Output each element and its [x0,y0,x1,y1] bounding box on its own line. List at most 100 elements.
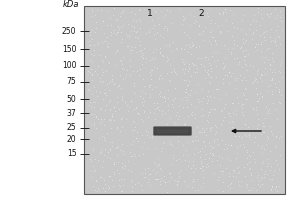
Point [129,143,134,146]
Point [266,158,270,161]
Point [204,12,209,15]
Point [141,176,146,179]
Point [242,40,247,43]
Point [163,99,168,102]
Point [154,178,158,181]
Point [103,189,108,193]
Point [206,90,210,93]
Point [200,168,205,171]
Point [235,165,240,168]
Point [112,163,117,166]
Point [202,76,207,79]
Point [238,179,243,183]
Point [99,176,104,179]
Point [95,186,100,190]
Point [86,69,91,72]
Point [166,88,171,91]
Point [99,80,104,83]
Point [246,188,250,191]
Point [107,108,112,111]
Point [192,63,197,67]
Point [145,130,150,134]
Point [119,125,124,129]
Point [116,31,121,34]
Point [140,62,144,66]
Point [274,158,278,162]
Point [154,133,159,136]
Point [188,102,193,105]
Point [214,64,219,67]
Point [162,94,167,97]
Point [170,106,175,109]
Point [256,11,260,14]
Point [260,16,265,20]
Point [269,51,274,55]
Point [124,34,129,37]
Point [107,101,112,104]
Point [242,123,247,126]
Point [85,83,90,86]
Point [213,107,218,111]
Point [87,44,92,47]
Point [224,18,229,22]
Point [197,25,202,28]
Point [186,67,191,71]
Point [175,110,179,113]
Point [193,105,198,109]
Point [230,120,235,123]
Point [131,82,136,85]
Point [217,176,222,179]
Point [226,185,230,188]
Point [190,160,195,163]
Point [229,143,233,146]
Point [236,179,241,182]
Point [217,30,222,33]
Point [93,89,98,92]
Point [258,92,262,95]
Point [210,151,215,155]
Point [147,28,152,32]
Point [152,177,157,181]
Point [200,126,205,130]
Point [201,96,206,99]
Point [96,117,100,121]
Point [201,29,206,32]
Point [260,55,265,58]
Point [222,65,226,68]
Point [238,27,243,30]
Point [100,40,104,44]
Point [89,169,94,172]
Point [272,143,277,146]
Text: 25: 25 [67,123,76,132]
Point [125,168,130,171]
Point [243,55,248,58]
Point [118,14,122,18]
Point [203,144,208,148]
Point [173,86,178,90]
Point [206,164,211,167]
Point [161,141,166,144]
Point [94,27,98,30]
Point [233,113,238,116]
Point [244,64,249,67]
Point [187,160,191,163]
Point [215,50,220,54]
Point [253,77,258,80]
Point [93,101,98,104]
Point [143,129,148,132]
Point [258,23,263,27]
Point [256,182,261,185]
Point [188,167,193,170]
Point [173,113,178,116]
Point [270,132,274,136]
Point [164,190,169,193]
Point [172,123,177,126]
Point [161,15,166,18]
Point [213,132,218,135]
Point [227,183,232,186]
Point [128,100,133,103]
Point [220,118,225,122]
Point [241,114,245,117]
Point [95,95,100,98]
Point [192,70,197,73]
